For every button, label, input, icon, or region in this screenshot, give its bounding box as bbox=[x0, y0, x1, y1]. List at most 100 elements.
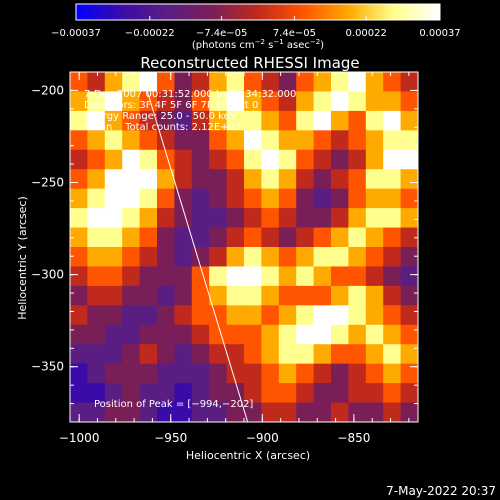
heatmap-cell bbox=[244, 110, 262, 131]
heatmap-cell bbox=[174, 402, 193, 422]
heatmap-cell bbox=[191, 208, 210, 229]
heatmap-cell bbox=[191, 149, 210, 170]
heatmap-cell bbox=[261, 208, 280, 229]
heatmap-cell bbox=[365, 149, 384, 170]
heatmap-cell bbox=[157, 188, 175, 209]
heatmap-cell bbox=[174, 266, 193, 287]
annotation-energy-range: Energy Range: 25.0 - 50.0 keV bbox=[84, 111, 237, 122]
heatmap-cell bbox=[87, 305, 106, 326]
heatmap-cell bbox=[313, 208, 332, 229]
heatmap-cell bbox=[244, 149, 262, 170]
heatmap-cell bbox=[104, 110, 123, 131]
heatmap-cell bbox=[174, 227, 193, 248]
heatmap-cell bbox=[191, 402, 210, 422]
heatmap-cell bbox=[122, 227, 141, 248]
heatmap-cell bbox=[104, 247, 123, 268]
heatmap-cell bbox=[139, 305, 158, 326]
heatmap-cell bbox=[157, 208, 175, 229]
heatmap-cell bbox=[209, 305, 228, 326]
heatmap-cell bbox=[122, 149, 141, 170]
y-axis-ticks: −200 −250 −300 −350 bbox=[31, 71, 418, 405]
heatmap-cell bbox=[70, 130, 88, 151]
heatmap-cell bbox=[209, 110, 228, 131]
heatmap-cell bbox=[139, 266, 158, 287]
heatmap-cell bbox=[400, 285, 418, 306]
heatmap-cell bbox=[261, 305, 280, 326]
heatmap-cell bbox=[365, 72, 384, 93]
heatmap-cell bbox=[139, 247, 158, 268]
heatmap-cell bbox=[209, 247, 228, 268]
heatmap-cell bbox=[174, 344, 193, 365]
heatmap-cell bbox=[209, 149, 228, 170]
heatmap-cell bbox=[278, 72, 297, 93]
heatmap-cell bbox=[278, 402, 297, 422]
heatmap-cell bbox=[209, 227, 228, 248]
heatmap-cell bbox=[174, 110, 193, 131]
heatmap-cell bbox=[400, 227, 418, 248]
heatmap-cell bbox=[70, 324, 88, 345]
heatmap-cell bbox=[122, 247, 141, 268]
heatmap-cell bbox=[400, 344, 418, 365]
heatmap-cell bbox=[365, 285, 384, 306]
x-axis-tick-label: −850 bbox=[337, 431, 370, 445]
heatmap-cell bbox=[365, 324, 384, 345]
heatmap-cell bbox=[191, 344, 210, 365]
heatmap-cell bbox=[244, 227, 262, 248]
heatmap-cell bbox=[87, 91, 106, 112]
heatmap-cell bbox=[261, 149, 280, 170]
heatmap-cell bbox=[244, 344, 262, 365]
heatmap-cell bbox=[348, 324, 367, 345]
heatmap-cell bbox=[174, 305, 193, 326]
heatmap-cell bbox=[209, 344, 228, 365]
heatmap-cell bbox=[226, 247, 245, 268]
heatmap-cell bbox=[365, 110, 384, 131]
heatmap-cell bbox=[365, 247, 384, 268]
heatmap-cell bbox=[209, 383, 228, 404]
heatmap-cell bbox=[278, 363, 297, 384]
x-axis-tick-label: −900 bbox=[246, 431, 279, 445]
heatmap-cell bbox=[174, 149, 193, 170]
heatmap-cell bbox=[365, 402, 384, 422]
heatmap-cell bbox=[122, 188, 141, 209]
heatmap-cell bbox=[104, 149, 123, 170]
heatmap-cell bbox=[122, 266, 141, 287]
heatmap-cell bbox=[296, 402, 315, 422]
heatmap-cell bbox=[261, 91, 280, 112]
heatmap-cell bbox=[331, 324, 349, 345]
x-axis-label: Heliocentric X (arcsec) bbox=[186, 449, 310, 462]
annotation-time-range: 7-Dec-2007 00:31:52.000 to 00:34:32.000 bbox=[84, 89, 296, 100]
heatmap-cell bbox=[400, 247, 418, 268]
heatmap-cell bbox=[244, 91, 262, 112]
heatmap-cell bbox=[261, 72, 280, 93]
heatmap-cell bbox=[70, 305, 88, 326]
heatmap-cell bbox=[226, 110, 245, 131]
heatmap-cell bbox=[157, 383, 175, 404]
heatmap-cell bbox=[226, 227, 245, 248]
heatmap-cell bbox=[365, 305, 384, 326]
heatmap-cell bbox=[70, 402, 88, 422]
heatmap-cell bbox=[70, 169, 88, 190]
annotation-total-counts: Clean Total counts: 2.12E+03 bbox=[84, 122, 241, 133]
heatmap-cell bbox=[70, 247, 88, 268]
heatmap-cell bbox=[174, 130, 193, 151]
heatmap-cell bbox=[278, 110, 297, 131]
heatmap-cell bbox=[331, 188, 349, 209]
y-axis-tick-label: −250 bbox=[31, 176, 64, 190]
heatmap-cell bbox=[157, 110, 175, 131]
heatmap-cell bbox=[226, 130, 245, 151]
heatmap-cell bbox=[139, 130, 158, 151]
heatmap-cell bbox=[209, 72, 228, 93]
heatmap-cell bbox=[383, 169, 402, 190]
heatmap-cell bbox=[400, 266, 418, 287]
heatmap-cell bbox=[191, 363, 210, 384]
heatmap-cell bbox=[87, 227, 106, 248]
heatmap-cell bbox=[104, 188, 123, 209]
colorbar-tick-label: 7.4e−05 bbox=[273, 28, 316, 39]
heatmap-cell bbox=[70, 188, 88, 209]
heatmap-cell bbox=[296, 247, 315, 268]
heatmap-cell bbox=[122, 91, 141, 112]
heatmap-cell bbox=[191, 169, 210, 190]
heatmap-cell bbox=[331, 247, 349, 268]
heatmap-cell bbox=[157, 227, 175, 248]
heatmap-cell bbox=[209, 363, 228, 384]
